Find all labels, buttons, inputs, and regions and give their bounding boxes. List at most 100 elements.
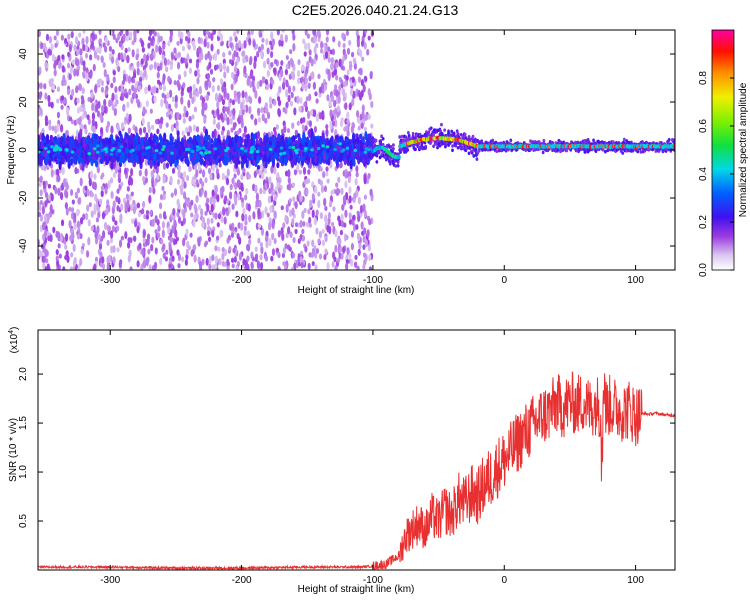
spectrogram-noise-mark [285, 89, 289, 98]
spectrogram-noise-mark [362, 244, 366, 250]
spectrogram-noise-mark [293, 107, 297, 116]
spectrogram-noise-mark [53, 35, 57, 41]
spectrogram-noise-mark [230, 127, 234, 133]
spectrogram-noise-mark [38, 92, 42, 100]
spectrogram-noise-mark [340, 117, 344, 123]
spectrogram-noise-mark [311, 71, 315, 80]
spectrogram-noise-mark [355, 165, 359, 173]
spectrogram-noise-mark [348, 219, 353, 225]
spectrogram-noise-mark [344, 125, 349, 132]
spectrogram-noise-mark [344, 209, 348, 218]
spectrogram-noise-mark [233, 31, 237, 38]
spectrogram-band-mark [141, 154, 145, 163]
spectrogram-noise-mark [348, 252, 352, 260]
spectrogram-noise-mark [142, 229, 147, 238]
spectrogram-noise-mark [368, 218, 372, 226]
spectrogram-noise-mark [89, 72, 93, 79]
spectrogram-noise-mark [265, 107, 269, 115]
spectrogram-noise-mark [122, 105, 126, 112]
spectrogram-noise-mark [273, 166, 277, 175]
spectrogram-noise-mark [318, 253, 323, 260]
spectrogram-noise-mark [324, 248, 328, 254]
spectrogram-noise-mark [160, 238, 164, 245]
spectrogram-noise-mark [238, 252, 243, 261]
spectrogram-noise-mark [69, 266, 74, 270]
spectrogram-noise-mark [185, 228, 189, 236]
spectrogram-noise-mark [346, 118, 350, 124]
spectrogram-noise-mark [304, 105, 309, 113]
spectrogram-noise-mark [324, 214, 328, 223]
spectrogram-noise-mark [292, 43, 296, 52]
spectrogram-noise-mark [120, 235, 124, 241]
spectrogram-noise-mark [257, 208, 261, 217]
spectrogram-noise-mark [328, 200, 333, 206]
spectrogram-noise-mark [119, 216, 123, 224]
spectrogram-noise-mark [285, 81, 289, 88]
spectrogram-noise-mark [112, 76, 116, 84]
spectrogram-noise-mark [283, 124, 287, 134]
spectrogram-band-mark [110, 161, 114, 170]
spectrogram-noise-mark [311, 239, 315, 247]
spectrogram-noise-mark [296, 164, 300, 173]
spectrogram-noise-mark [64, 244, 68, 250]
spectrogram-noise-mark [270, 255, 274, 262]
spectrogram-noise-mark [289, 100, 294, 107]
spectrogram-noise-mark [78, 32, 82, 38]
spectrogram-noise-mark [48, 35, 52, 44]
spectrogram-noise-mark [188, 115, 192, 122]
spectrogram-noise-mark [264, 182, 268, 192]
spectrogram-noise-mark [343, 81, 347, 88]
spectrogram-band-mark [367, 133, 371, 139]
spectrogram-noise-mark [233, 65, 238, 74]
spectrogram-noise-mark [43, 229, 48, 238]
spectrogram-noise-mark [149, 210, 153, 216]
spectrogram-noise-mark [168, 113, 172, 120]
spectrogram-noise-mark [334, 244, 338, 253]
spectrogram-noise-mark [211, 109, 215, 115]
spectrogram-noise-mark [312, 81, 316, 90]
spectrogram-noise-mark [191, 96, 195, 104]
spectrogram-noise-mark [333, 67, 338, 76]
spectrogram-noise-mark [286, 128, 291, 134]
spectrogram-noise-mark [325, 171, 329, 177]
spectrogram-band-mark [235, 134, 239, 140]
spectrogram-noise-mark [67, 51, 71, 58]
spectrogram-noise-mark [81, 112, 85, 120]
spectrogram-noise-mark [182, 210, 186, 219]
spectrogram-noise-mark [191, 114, 195, 120]
spectrogram-noise-mark [363, 41, 367, 50]
spectrogram-noise-mark [276, 96, 281, 102]
spectrogram-noise-mark [61, 167, 65, 175]
spectrogram-noise-mark [126, 199, 130, 208]
spectrogram-noise-mark [255, 192, 260, 202]
spectrogram-noise-mark [161, 229, 165, 238]
spectrogram-noise-mark [247, 95, 252, 103]
spectrogram-noise-mark [278, 39, 282, 47]
spectrogram-noise-mark [107, 180, 111, 189]
spectrogram-noise-mark [345, 262, 349, 270]
spectrogram-noise-mark [112, 69, 116, 76]
spectrogram-noise-mark [195, 61, 200, 69]
spectrogram-noise-mark [52, 226, 56, 234]
spectrogram-noise-mark [222, 207, 226, 216]
spectrogram-noise-mark [161, 220, 166, 229]
spectrogram-noise-mark [98, 46, 102, 54]
spectrogram-noise-mark [285, 204, 289, 213]
spectrogram-noise-mark [327, 73, 331, 82]
spectrogram-noise-mark [317, 199, 321, 209]
spectrogram-noise-mark [219, 78, 224, 84]
spectrogram-noise-mark [330, 57, 334, 64]
spectrogram-noise-mark [103, 221, 108, 230]
spectrogram-noise-mark [346, 130, 350, 137]
spectrogram-noise-mark [357, 47, 361, 54]
spectrogram-noise-mark [276, 182, 280, 187]
spectrogram-noise-mark [221, 185, 225, 193]
spectrogram-noise-mark [152, 50, 156, 60]
spectrogram-noise-mark [242, 56, 246, 64]
spectrogram-noise-mark [222, 62, 227, 71]
spectrogram-noise-mark [304, 77, 308, 85]
spectrogram-noise-mark [214, 184, 218, 194]
spectrogram-noise-mark [131, 49, 135, 58]
spectrogram-noise-mark [231, 99, 235, 106]
spectrogram-noise-mark [307, 208, 311, 215]
